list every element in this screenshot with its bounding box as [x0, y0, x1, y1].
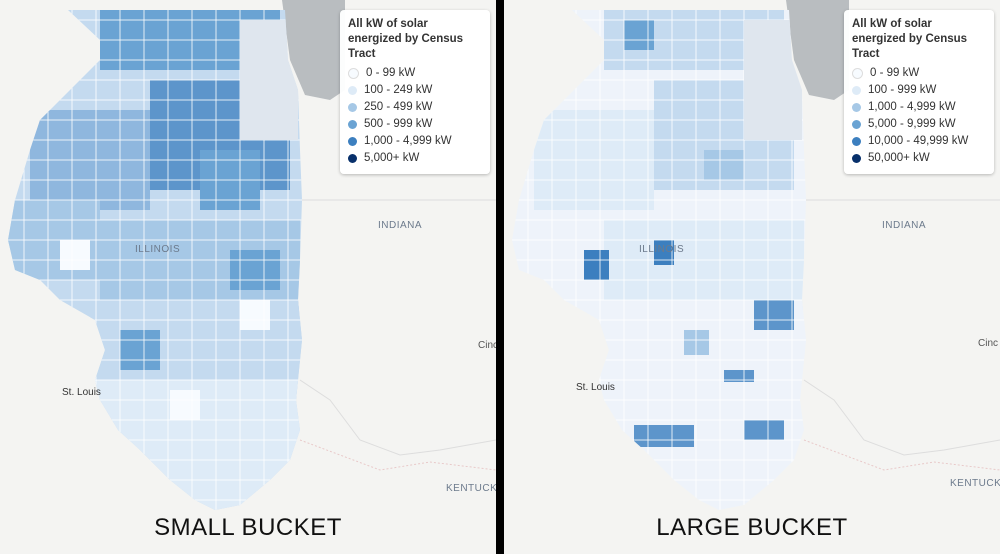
swatch-icon: [852, 120, 861, 129]
legend-title: All kW of solar energized by Census Trac…: [852, 18, 968, 60]
legend-item: 500 - 999 kW: [348, 116, 482, 133]
legend-item: 10,000 - 49,999 kW: [852, 133, 986, 150]
label-indiana: INDIANA: [378, 220, 423, 231]
swatch-icon: [852, 154, 861, 163]
swatch-icon: [348, 137, 357, 146]
river: [299, 439, 496, 471]
river: [803, 439, 1000, 471]
legend-item: 0 - 99 kW: [852, 65, 986, 82]
lake-michigan: [786, 0, 849, 100]
panel-caption: LARGE BUCKET: [656, 514, 848, 541]
swatch-icon: [348, 154, 357, 163]
swatch-icon: [852, 86, 861, 95]
basemap: [512, 0, 1000, 510]
swatch-icon: [852, 68, 863, 79]
label-cincinnati: Cinc: [978, 338, 999, 349]
legend-item: 1,000 - 4,999 kW: [852, 99, 986, 116]
swatch-icon: [348, 103, 357, 112]
legend-title: All kW of solar energized by Census Trac…: [348, 18, 464, 60]
legend-item: 1,000 - 4,999 kW: [348, 133, 482, 150]
state-border: [299, 199, 496, 456]
swatch-icon: [852, 103, 861, 112]
lake-michigan: [282, 0, 345, 100]
label-kentucky: KENTUCK: [950, 478, 1000, 489]
label-cincinnati: Cinc: [478, 340, 496, 351]
legend-item: 5,000+ kW: [348, 150, 482, 167]
label-kentucky: KENTUCK: [446, 483, 496, 494]
basemap: [8, 0, 496, 510]
label-indiana: INDIANA: [882, 220, 927, 231]
swatch-icon: [348, 86, 357, 95]
legend-item: 50,000+ kW: [852, 150, 986, 167]
label-illinois: ILLINOIS: [639, 244, 685, 255]
legend-item: 5,000 - 9,999 kW: [852, 116, 986, 133]
swatch-icon: [348, 68, 359, 79]
swatch-icon: [348, 120, 357, 129]
legend-item: 100 - 249 kW: [348, 82, 482, 99]
map-panel-large-bucket[interactable]: ILLINOIS INDIANA KENTUCK St. Louis Cinc …: [504, 0, 1000, 554]
legend: All kW of solar energized by Census Trac…: [340, 10, 490, 174]
label-st-louis: St. Louis: [62, 387, 101, 398]
legend-item: 0 - 99 kW: [348, 65, 482, 82]
label-st-louis: St. Louis: [576, 382, 615, 393]
panel-divider: [496, 0, 504, 554]
legend: All kW of solar energized by Census Trac…: [844, 10, 994, 174]
swatch-icon: [852, 137, 861, 146]
legend-item: 100 - 999 kW: [852, 82, 986, 99]
panel-caption: SMALL BUCKET: [154, 514, 342, 541]
label-illinois: ILLINOIS: [135, 244, 181, 255]
map-panel-small-bucket[interactable]: ILLINOIS INDIANA KENTUCK St. Louis Cinc …: [0, 0, 496, 554]
state-border: [803, 199, 1000, 456]
legend-item: 250 - 499 kW: [348, 99, 482, 116]
